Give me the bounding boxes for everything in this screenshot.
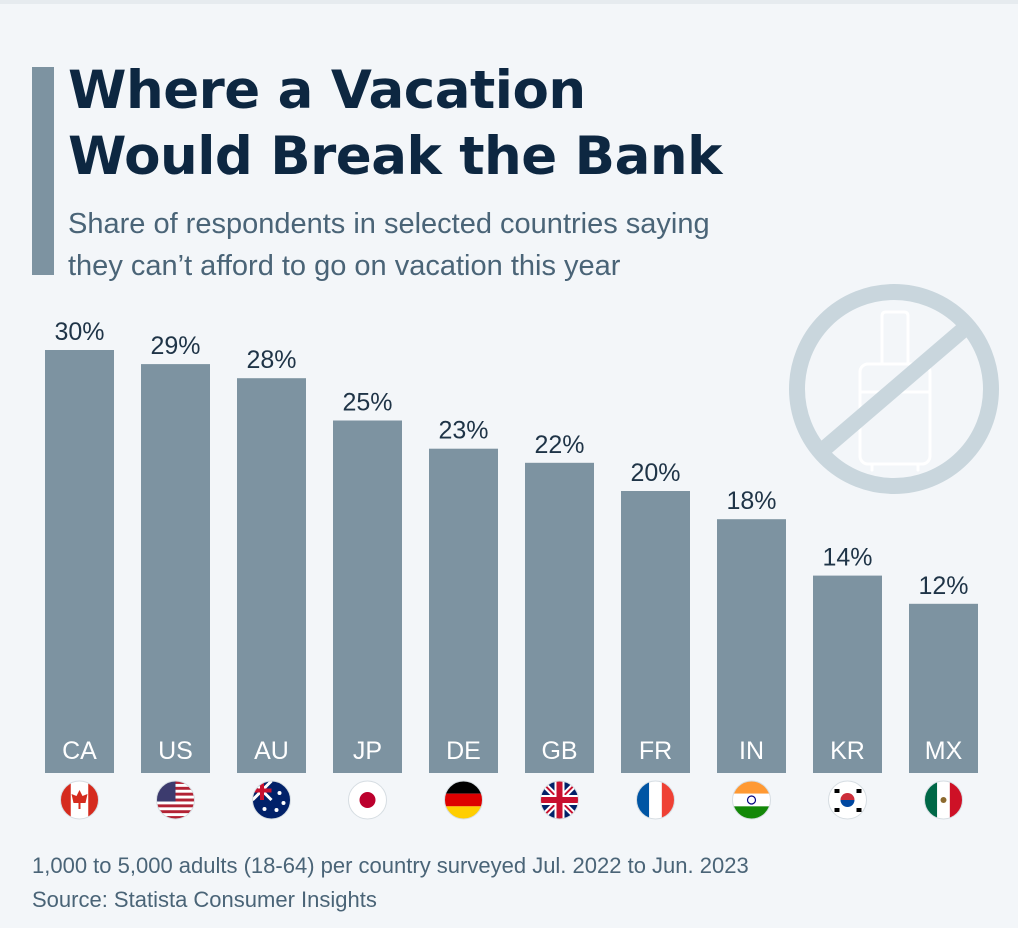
canada-flag-icon [60, 780, 99, 820]
data-label-jp: 25% [342, 389, 392, 417]
data-label-de: 23% [438, 417, 488, 445]
chart-subtitle-line-1: Share of respondents in selected countri… [68, 208, 710, 240]
data-label-ca: 30% [54, 318, 104, 346]
bar-de [429, 448, 498, 773]
bar-in [717, 519, 786, 773]
bar-mx [909, 603, 978, 773]
category-label-jp: JP [353, 737, 382, 765]
bars-layer: 30% CA 29% US 28% AU 25% JP 23% DE 22% GB 20% FR 18% IN… [45, 318, 978, 773]
source-note: Source: Statista Consumer Insights [32, 887, 377, 912]
category-label-kr: KR [830, 737, 865, 765]
germany-flag-icon [444, 780, 483, 820]
title-accent-bar [32, 67, 54, 275]
chart-subtitle-line-2: they can’t afford to go on vacation this… [68, 250, 621, 282]
category-label-fr: FR [639, 737, 672, 765]
france-flag-icon [636, 780, 675, 820]
bar-fr [621, 491, 690, 773]
category-label-au: AU [254, 737, 289, 765]
bar-kr [813, 575, 882, 773]
category-label-us: US [158, 737, 193, 765]
data-label-gb: 22% [534, 431, 584, 459]
bar-jp [333, 420, 402, 773]
category-label-ca: CA [62, 737, 97, 765]
japan-flag-icon [348, 780, 387, 820]
category-label-de: DE [446, 737, 481, 765]
top-rule [0, 0, 1018, 4]
data-label-us: 29% [150, 332, 200, 360]
survey-note: 1,000 to 5,000 adults (18-64) per countr… [32, 853, 749, 878]
bar-gb [525, 462, 594, 773]
chart-title: Where a Vacation Would Break the Bank [68, 58, 948, 190]
flags-layer [60, 780, 963, 820]
data-label-fr: 20% [630, 459, 680, 487]
chart-title-line-2: Would Break the Bank [68, 126, 722, 187]
chart-subtitle: Share of respondents in selected countri… [68, 203, 948, 287]
data-label-au: 28% [246, 346, 296, 374]
data-label-mx: 12% [918, 572, 968, 600]
south-korea-flag-icon [828, 780, 867, 820]
bar-ca [45, 350, 114, 773]
usa-flag-icon [156, 780, 195, 820]
uk-flag-icon [540, 780, 579, 820]
category-label-mx: MX [925, 737, 963, 765]
data-label-kr: 14% [822, 544, 872, 572]
bar-us [141, 364, 210, 773]
footnote: 1,000 to 5,000 adults (18-64) per countr… [32, 849, 992, 917]
category-label-in: IN [739, 737, 764, 765]
bar-au [237, 378, 306, 773]
data-label-in: 18% [726, 487, 776, 515]
mexico-flag-icon [924, 780, 963, 820]
category-label-gb: GB [541, 737, 577, 765]
chart-title-line-1: Where a Vacation [68, 60, 586, 121]
india-flag-icon [732, 780, 771, 820]
no-luggage-icon [789, 284, 999, 494]
australia-flag-icon [252, 780, 291, 820]
